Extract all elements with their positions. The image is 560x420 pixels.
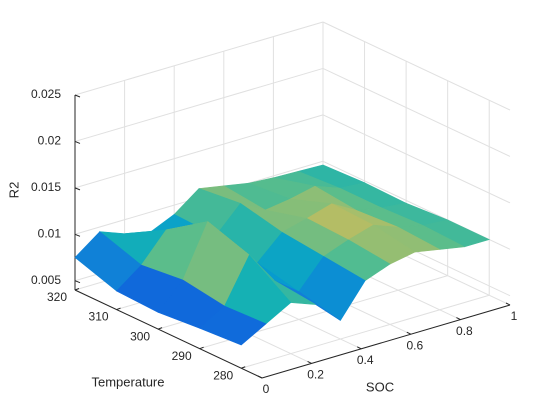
z-tick-label: 0.005 — [31, 273, 61, 287]
y-tick-label: 280 — [213, 368, 233, 382]
grid-line — [322, 67, 511, 157]
grid-line — [322, 114, 511, 204]
tick-mark — [157, 327, 163, 330]
x-tick-label: 0.4 — [357, 353, 374, 367]
grid-line — [322, 21, 511, 111]
tick-mark — [241, 366, 246, 369]
z-tick-label: 0.01 — [38, 226, 62, 240]
axis-line — [261, 304, 511, 379]
tick-mark — [74, 140, 81, 144]
tick-mark — [456, 317, 461, 321]
grid-line — [241, 294, 490, 369]
grid-line — [74, 114, 324, 189]
tick-mark — [116, 307, 121, 311]
tick-mark — [74, 280, 81, 284]
axis-line — [74, 289, 263, 379]
tick-mark — [199, 346, 204, 350]
tick-mark — [74, 187, 81, 191]
tick-mark — [74, 94, 81, 98]
y-axis-label: Temperature — [92, 374, 165, 389]
tick-mark — [257, 375, 263, 379]
x-axis-label: SOC — [366, 379, 394, 394]
y-tick-label: 300 — [130, 329, 150, 343]
z-tick-label: 0.015 — [31, 180, 61, 194]
x-tick-label: 0.8 — [456, 324, 473, 338]
tick-mark — [505, 302, 511, 306]
x-tick-label: 0.6 — [406, 338, 423, 352]
tick-mark — [74, 288, 80, 291]
tick-mark — [406, 331, 412, 335]
tick-mark — [74, 233, 81, 237]
grid-line — [74, 21, 324, 96]
x-tick-label: 0 — [263, 382, 270, 396]
y-tick-label: 320 — [47, 290, 67, 304]
x-tick-label: 0.2 — [307, 368, 324, 382]
grid-line — [74, 67, 324, 142]
tick-mark — [356, 346, 362, 350]
x-tick-label: 1 — [511, 309, 518, 323]
tick-mark — [307, 360, 312, 364]
z-tick-label: 0.025 — [31, 87, 61, 101]
z-axis-label: R2 — [6, 182, 21, 199]
y-tick-label: 310 — [89, 310, 109, 324]
surface-patch — [199, 305, 267, 346]
z-tick-label: 0.02 — [38, 134, 62, 148]
y-tick-label: 290 — [172, 349, 192, 363]
